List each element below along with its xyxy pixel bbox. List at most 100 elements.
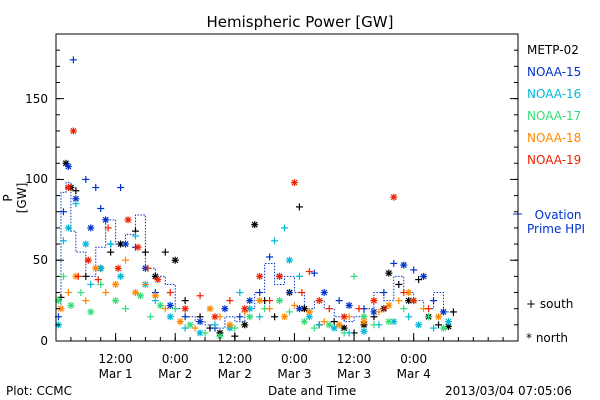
data-point xyxy=(97,280,105,288)
data-point xyxy=(276,272,284,280)
x-tick-time-label: 0:00 xyxy=(161,352,189,366)
data-point xyxy=(390,259,398,267)
data-point xyxy=(131,232,139,240)
data-point xyxy=(161,248,169,256)
x-tick-time-label: 12:00 xyxy=(336,352,372,366)
data-point xyxy=(390,318,398,326)
data-point xyxy=(161,305,169,313)
data-point xyxy=(420,272,428,280)
x-tick-time-label: 12:00 xyxy=(98,352,133,366)
legend-item: NOAA-19 xyxy=(527,153,582,167)
data-point xyxy=(295,272,303,280)
data-point xyxy=(141,280,149,288)
data-point xyxy=(444,318,452,326)
data-point xyxy=(131,289,139,297)
data-point xyxy=(59,272,67,280)
data-point xyxy=(360,327,368,335)
data-point xyxy=(146,313,154,321)
data-point xyxy=(400,305,408,313)
data-point xyxy=(84,256,92,264)
legend-item: METP-02 xyxy=(527,43,579,57)
data-point xyxy=(295,203,303,211)
north-symbol: * xyxy=(526,331,532,345)
data-point xyxy=(82,272,90,280)
y-tick-label: 0 xyxy=(40,334,48,348)
data-point xyxy=(430,297,438,305)
south-label: south xyxy=(539,297,574,311)
data-point xyxy=(410,266,418,274)
data-point xyxy=(430,324,438,332)
data-point xyxy=(82,175,90,183)
data-point xyxy=(191,324,199,332)
x-tick-time-label: 0:00 xyxy=(280,352,308,366)
data-point xyxy=(64,162,72,170)
footer-credit: Plot: CCMC xyxy=(6,384,72,398)
legend-item: NOAA-15 xyxy=(527,65,582,79)
x-tick-date-label: Mar 2 xyxy=(217,367,252,381)
data-point xyxy=(350,272,358,280)
data-point xyxy=(310,269,318,277)
data-point xyxy=(122,305,130,313)
data-point xyxy=(112,297,120,305)
data-point xyxy=(385,318,393,326)
x-tick-time-label: 12:00 xyxy=(217,352,253,366)
data-point xyxy=(112,280,120,288)
data-point xyxy=(154,276,162,284)
data-point xyxy=(320,289,328,297)
data-point xyxy=(226,321,234,329)
data-point xyxy=(156,301,164,309)
x-tick-date-label: Mar 1 xyxy=(98,367,133,381)
data-point xyxy=(300,318,308,326)
data-point xyxy=(92,264,100,272)
data-point xyxy=(425,313,433,321)
data-point xyxy=(370,321,378,329)
data-point xyxy=(385,301,393,309)
data-point xyxy=(74,272,82,280)
data-point xyxy=(435,321,443,329)
data-point xyxy=(97,205,105,213)
data-point xyxy=(246,313,254,321)
data-point xyxy=(340,324,348,332)
data-point xyxy=(449,308,457,316)
data-point xyxy=(59,208,67,216)
data-point xyxy=(305,308,313,316)
data-point xyxy=(196,292,204,300)
data-point xyxy=(395,280,403,288)
data-point xyxy=(439,308,447,316)
data-point xyxy=(246,297,254,305)
data-point xyxy=(285,256,293,264)
data-point xyxy=(241,305,249,313)
data-point xyxy=(435,313,443,321)
y-axis-label: P [GW] xyxy=(1,182,29,214)
data-point xyxy=(92,184,100,191)
data-point xyxy=(151,292,159,300)
data-point xyxy=(285,289,293,297)
y-tick-label: 150 xyxy=(25,91,48,106)
data-point xyxy=(390,193,398,201)
data-point xyxy=(87,224,95,232)
data-point xyxy=(176,318,184,326)
ovation-step-line xyxy=(56,182,454,329)
data-point xyxy=(310,324,318,332)
data-points xyxy=(54,56,457,340)
data-point xyxy=(59,237,67,245)
data-point xyxy=(285,308,293,316)
data-point xyxy=(330,318,338,326)
data-point xyxy=(117,184,125,191)
footer-timestamp: 2013/03/04 07:05:06 xyxy=(445,384,572,398)
data-point xyxy=(315,321,323,329)
data-point xyxy=(171,305,179,313)
data-point xyxy=(117,240,125,248)
data-point xyxy=(117,272,125,280)
data-point xyxy=(69,127,77,135)
data-point xyxy=(69,56,77,64)
data-point xyxy=(241,321,249,329)
data-point xyxy=(236,313,244,321)
data-point xyxy=(231,324,239,332)
data-point xyxy=(385,269,393,277)
data-point xyxy=(395,297,403,305)
data-point xyxy=(64,224,72,232)
data-point xyxy=(134,243,142,251)
chart-title: Hemispheric Power [GW] xyxy=(206,13,394,31)
